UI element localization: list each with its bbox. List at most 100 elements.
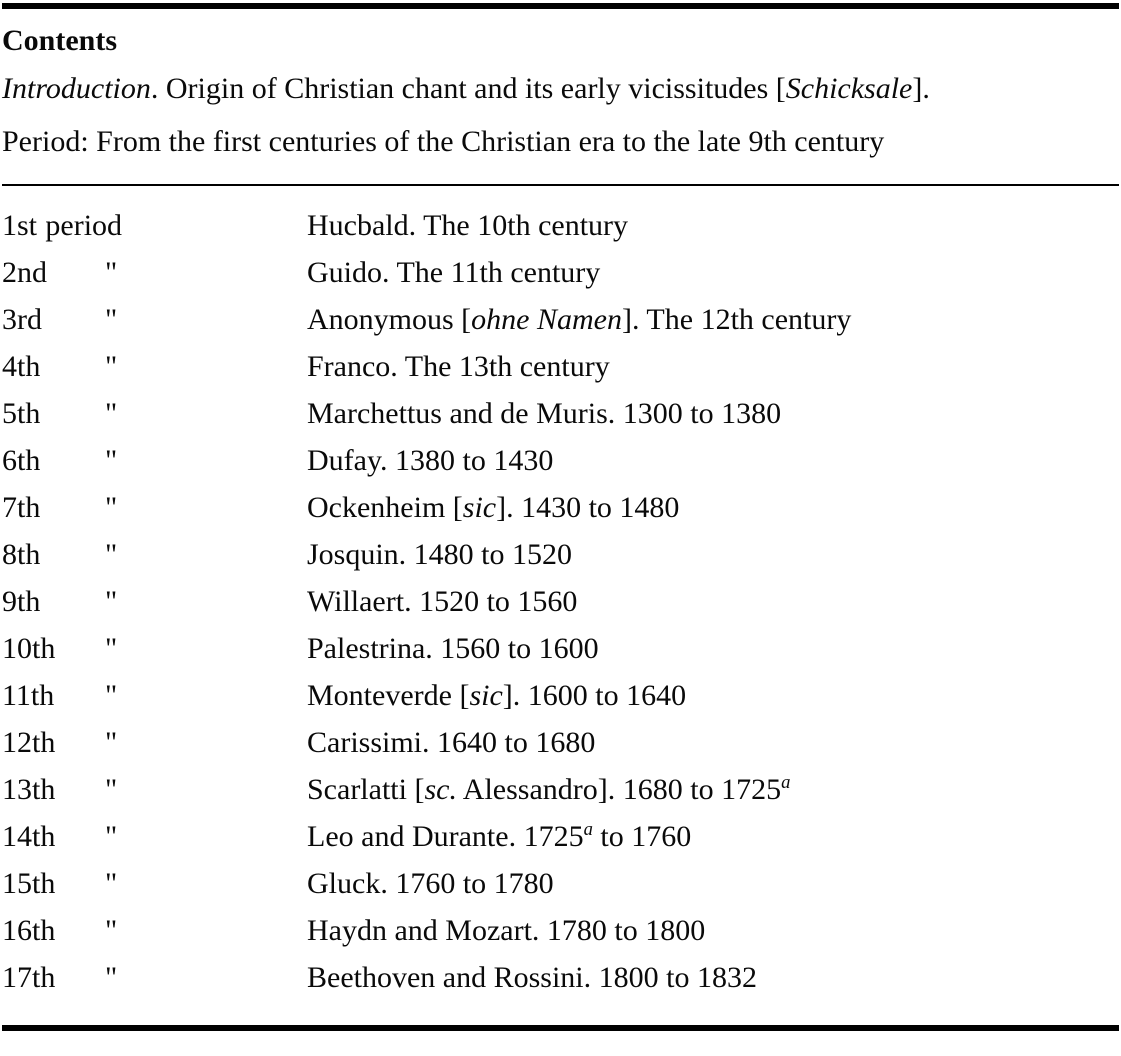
period-ordinal-cell: 10th " — [2, 625, 307, 672]
table-row: 4th " Franco. The 13th century — [2, 343, 1119, 390]
period-ordinal-cell: 16th " — [2, 907, 307, 954]
period-description-cell: Guido. The 11th century — [307, 249, 1119, 296]
period-ordinal: 4th — [2, 349, 41, 383]
period-ordinal: 5th — [2, 396, 41, 430]
period-word: period — [45, 208, 123, 242]
period-description-cell: Gluck. 1760 to 1780 — [307, 860, 1119, 907]
period-ordinal: 8th — [2, 537, 41, 571]
period-ordinal: 12th — [2, 725, 56, 759]
text-segment: Anonymous [ — [307, 302, 472, 336]
ditto-mark: " — [105, 819, 118, 853]
ditto-mark: " — [105, 537, 118, 571]
text-segment: Guido. The 11th century — [307, 255, 601, 289]
ditto-mark: " — [105, 772, 118, 806]
period-ordinal-cell: 17th " — [2, 954, 307, 1001]
period-ordinal-cell: 13th " — [2, 766, 307, 813]
text-segment: Palestrina. 1560 to 1600 — [307, 631, 599, 665]
table-row: 15th " Gluck. 1760 to 1780 — [2, 860, 1119, 907]
period-description-cell: Franco. The 13th century — [307, 343, 1119, 390]
text-segment: Dufay. 1380 to 1430 — [307, 443, 554, 477]
table-row: 14th " Leo and Durante. 1725a to 1760 — [2, 813, 1119, 860]
text-segment: Leo and Durante. 1725 — [307, 819, 584, 853]
italic-text-segment: Schicksale — [785, 72, 913, 105]
italic-text-segment: sc. — [424, 772, 457, 806]
ditto-mark: " — [105, 584, 118, 618]
period-ordinal: 10th — [2, 631, 56, 665]
period-description-cell: Hucbald. The 10th century — [307, 202, 1119, 249]
period-ordinal-cell: 6th " — [2, 437, 307, 484]
period-ordinal: 13th — [2, 772, 56, 806]
table-row: 1st period Hucbald. The 10th century — [2, 202, 1119, 249]
text-segment: Franco. The 13th century — [307, 349, 610, 383]
ditto-mark: " — [105, 725, 118, 759]
text-segment: ]. 1600 to 1640 — [502, 678, 687, 712]
period-ordinal-cell: 5th " — [2, 390, 307, 437]
italic-text-segment: Introduction — [2, 72, 151, 105]
period-description-cell: Beethoven and Rossini. 1800 to 1832 — [307, 954, 1119, 1001]
period-ordinal: 1st — [2, 208, 38, 242]
text-segment: to 1760 — [592, 819, 692, 853]
ditto-mark: " — [105, 255, 118, 289]
period-ordinal: 9th — [2, 584, 41, 618]
text-segment: ]. The 12th century — [621, 302, 852, 336]
superscript-note-marker: a — [781, 772, 791, 794]
italic-text-segment: sic — [469, 678, 503, 712]
period-description-cell: Monteverde [sic]. 1600 to 1640 — [307, 672, 1119, 719]
ditto-mark: " — [105, 913, 118, 947]
ditto-mark: " — [105, 396, 118, 430]
period-ordinal: 2nd — [2, 255, 47, 289]
period-ordinal: 11th — [2, 678, 55, 712]
ditto-mark: " — [105, 631, 118, 665]
text-segment: . Origin of Christian chant and its earl… — [150, 72, 786, 105]
text-segment: Josquin. 1480 to 1520 — [307, 537, 573, 571]
ditto-mark: " — [105, 349, 118, 383]
table-row: 5th " Marchettus and de Muris. 1300 to 138… — [2, 390, 1119, 437]
periods-table: 1st period Hucbald. The 10th century 2nd " Gu… — [2, 202, 1119, 1001]
period-description-cell: Carissimi. 1640 to 1680 — [307, 719, 1119, 766]
period-description-cell: Palestrina. 1560 to 1600 — [307, 625, 1119, 672]
text-segment: Scarlatti [ — [307, 772, 425, 806]
contents-title: Contents — [2, 24, 118, 57]
period-ordinal: 17th — [2, 960, 56, 994]
ditto-mark: " — [105, 866, 118, 900]
period-ordinal-cell: 3rd " — [2, 296, 307, 343]
period-description-cell: Dufay. 1380 to 1430 — [307, 437, 1119, 484]
period-ordinal-cell: 15th " — [2, 860, 307, 907]
table-row: 13th " Scarlatti [sc. Alessandro]. 1680 to… — [2, 766, 1119, 813]
table-row: 16th " Haydn and Mozart. 1780 to 1800 — [2, 907, 1119, 954]
table-row: 11th " Monteverde [sic]. 1600 to 1640 — [2, 672, 1119, 719]
period-ordinal-cell: 11th " — [2, 672, 307, 719]
period-ordinal-cell: 1st period — [2, 202, 307, 249]
period-ordinal: 16th — [2, 913, 56, 947]
italic-text-segment: sic — [462, 490, 497, 524]
table-row: 3rd " Anonymous [ohne Namen]. The 12th cen… — [2, 296, 1119, 343]
ditto-mark: " — [105, 490, 118, 524]
bottom-rule — [2, 1025, 1119, 1031]
superscript-note-marker: a — [583, 819, 593, 841]
text-segment: Carissimi. 1640 to 1680 — [307, 725, 596, 759]
table-row: 12th " Carissimi. 1640 to 1680 — [2, 719, 1119, 766]
text-segment: Beethoven and Rossini. 1800 to 1832 — [307, 960, 757, 994]
table-row: 6th " Dufay. 1380 to 1430 — [2, 437, 1119, 484]
table-row: 17th " Beethoven and Rossini. 1800 to 1832 — [2, 954, 1119, 1001]
text-segment: ]. 1430 to 1480 — [496, 490, 680, 524]
ditto-mark: " — [105, 678, 118, 712]
text-segment: Ockenheim [ — [307, 490, 463, 524]
period-description-cell: Anonymous [ohne Namen]. The 12th century — [307, 296, 1119, 343]
period-ordinal-cell: 9th " — [2, 578, 307, 625]
period-ordinal-cell: 2nd " — [2, 249, 307, 296]
period-ordinal-cell: 8th " — [2, 531, 307, 578]
period-description-cell: Marchettus and de Muris. 1300 to 1380 — [307, 390, 1119, 437]
period-description-cell: Scarlatti [sc. Alessandro]. 1680 to 1725… — [307, 766, 1119, 813]
text-segment: Willaert. 1520 to 1560 — [307, 584, 578, 618]
period-description-cell: Ockenheim [sic]. 1430 to 1480 — [307, 484, 1119, 531]
period-description-cell: Leo and Durante. 1725a to 1760 — [307, 813, 1119, 860]
period-ordinal: 14th — [2, 819, 56, 853]
period-ordinal: 7th — [2, 490, 41, 524]
periods-tbody: 1st period Hucbald. The 10th century 2nd " Gu… — [2, 202, 1119, 1001]
italic-text-segment: ohne Namen — [471, 302, 622, 336]
ditto-mark: " — [105, 302, 118, 336]
introduction-line: Introduction. Origin of Christian chant … — [2, 69, 1119, 110]
period-description-cell: Willaert. 1520 to 1560 — [307, 578, 1119, 625]
